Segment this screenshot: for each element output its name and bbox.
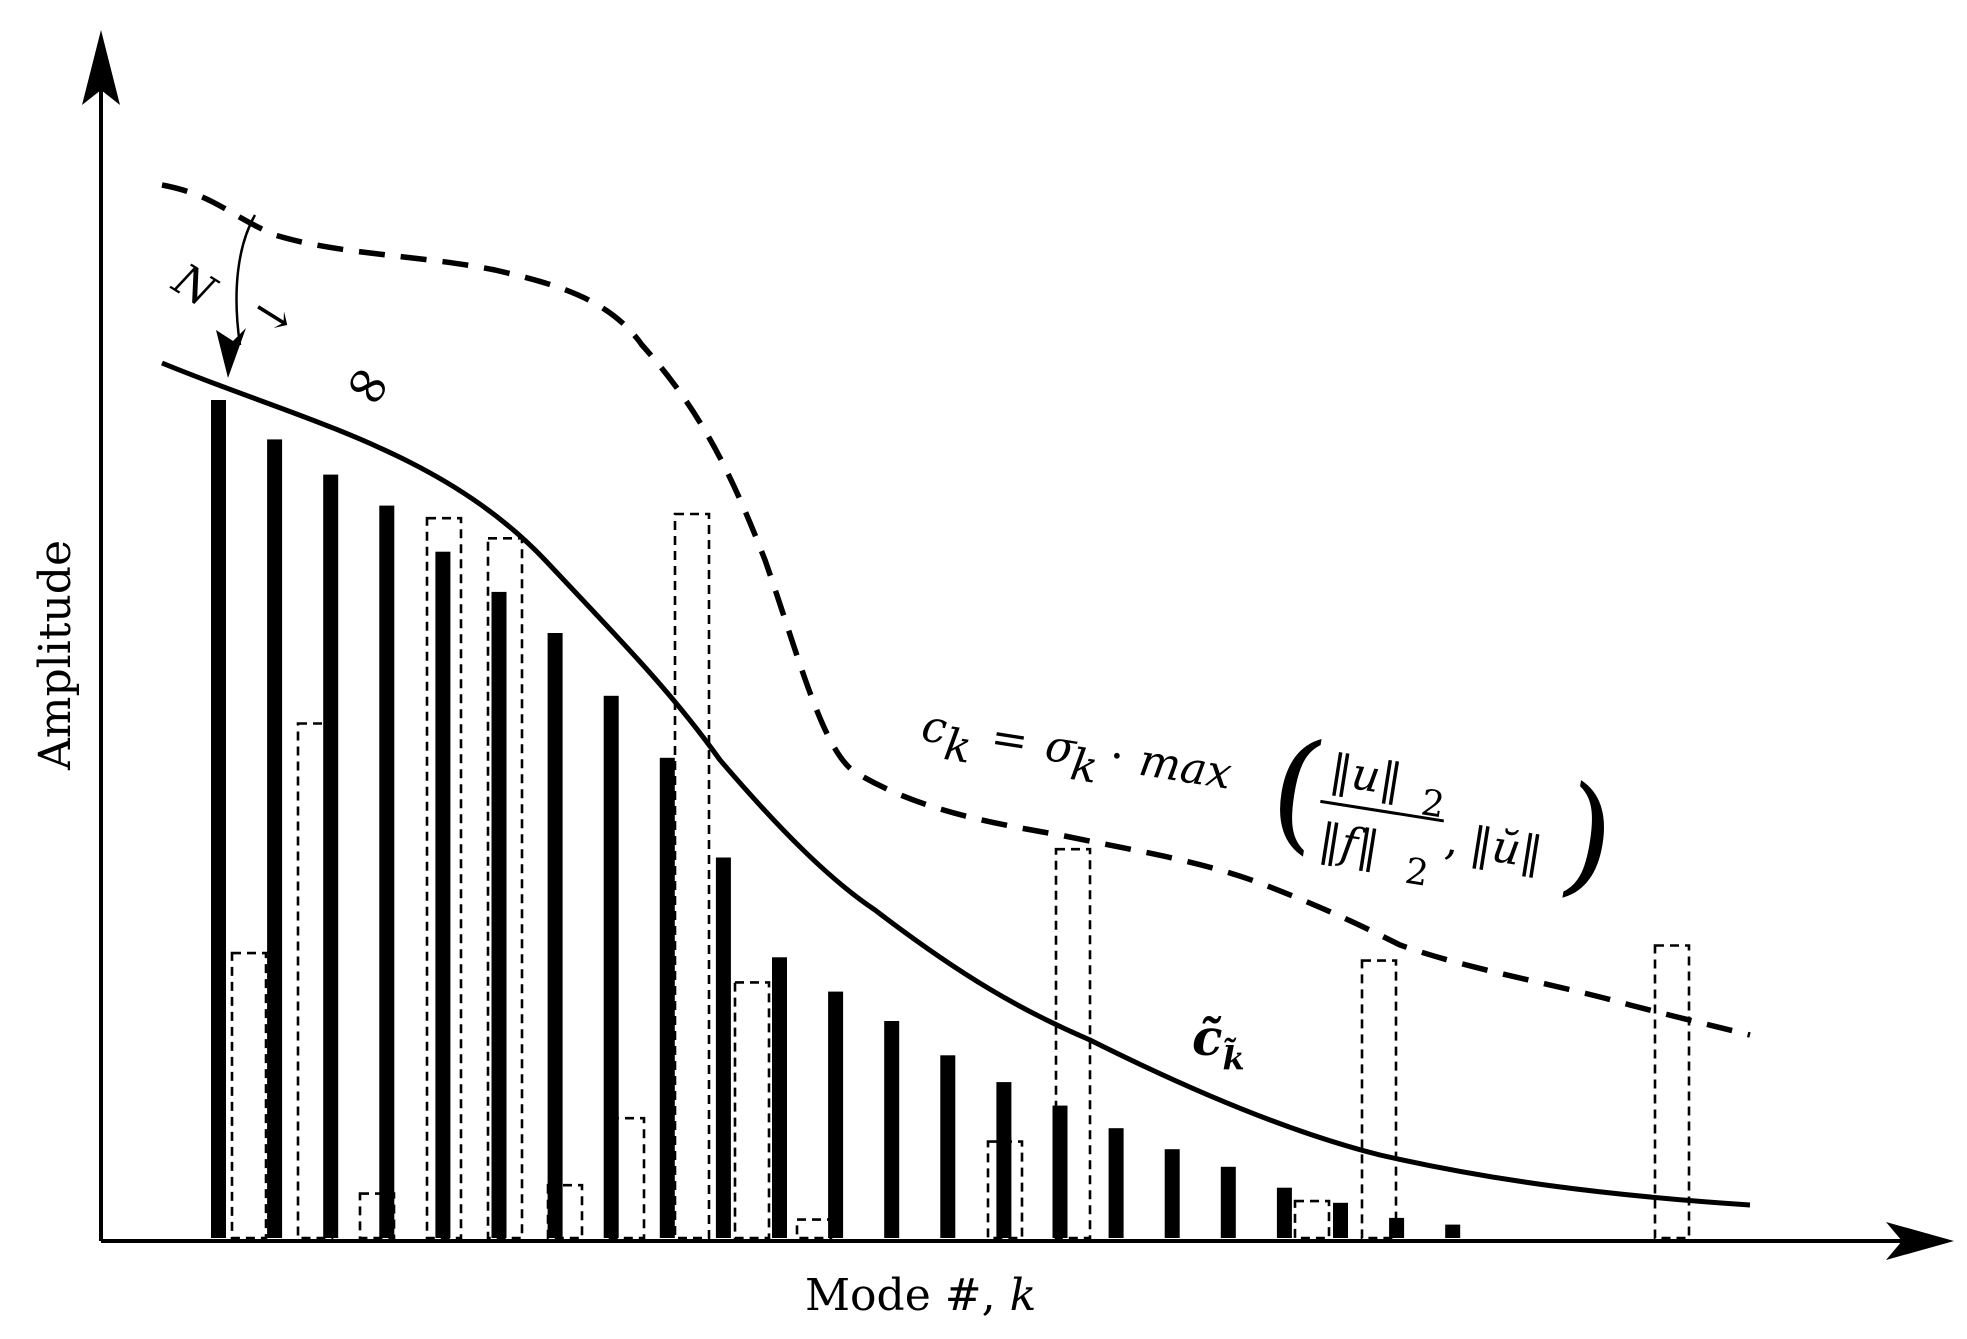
- dashed-bar: [673, 512, 711, 1240]
- dashed-bar: [986, 1140, 1024, 1240]
- solid-bar: [603, 695, 619, 1238]
- dashed-bar: [296, 722, 334, 1240]
- dashed-bar: [486, 536, 524, 1240]
- solid-bar: [491, 591, 507, 1238]
- dashed-bar: [358, 1192, 396, 1240]
- dashed-envelope-curve: [161, 182, 1751, 1038]
- solid-threshold-curve: [161, 360, 1751, 1208]
- formula-equals: =: [987, 711, 1031, 767]
- dashed-curve-formula: c k = σ k · max ( ‖u‖ 2 ‖f‖ 2 , ‖ŭ‖ ): [918, 700, 1626, 915]
- solid-bar: [1164, 1149, 1180, 1238]
- solid-bar: [884, 1021, 900, 1238]
- solid-bar: [547, 633, 563, 1238]
- limit-annotation: N → ∞: [163, 214, 408, 425]
- dashed-bar: [733, 981, 771, 1240]
- formula-denominator: ‖f‖: [1315, 814, 1383, 874]
- solid-bar: [659, 757, 675, 1238]
- limit-arrowhead: [216, 328, 246, 378]
- solid-bar: [211, 400, 226, 1238]
- y-axis-label: Amplitude: [30, 540, 81, 771]
- solid-bar: [1445, 1224, 1461, 1238]
- formula-comma: ,: [1442, 814, 1464, 867]
- solid-bar: [940, 1055, 956, 1238]
- formula-fraction-bar: [1320, 799, 1445, 823]
- dashed-bar: [1054, 847, 1092, 1240]
- solid-bar: [435, 551, 451, 1238]
- limit-n: N: [163, 254, 225, 319]
- solid-bar: [267, 439, 283, 1238]
- formula-numerator: ‖u‖: [1326, 745, 1405, 807]
- formula-denominator-sub: 2: [1402, 851, 1431, 895]
- solid-bar: [1220, 1166, 1236, 1238]
- solid-bar: [1276, 1187, 1292, 1238]
- formula-dot: ·: [1106, 730, 1128, 783]
- solid-bar: [828, 991, 844, 1238]
- solid-bar-series: [211, 400, 1461, 1239]
- dashed-bar: [546, 1183, 584, 1240]
- limit-curved-arrow: [235, 214, 257, 346]
- dashed-bar: [1653, 944, 1691, 1240]
- solid-bar: [1108, 1128, 1124, 1238]
- limit-infinity: ∞: [331, 342, 408, 425]
- formula-rparen: ): [1552, 757, 1626, 915]
- solid-bar: [1052, 1105, 1068, 1238]
- limit-arrow: →: [242, 282, 303, 348]
- dashed-bar: [425, 516, 463, 1240]
- dashed-bar: [1360, 959, 1398, 1240]
- x-axis-arrowhead: [1886, 1222, 1954, 1260]
- formula-ubreve: ‖ŭ‖: [1467, 818, 1546, 880]
- solid-bar: [379, 505, 395, 1239]
- solid-curve-label: c̃k̃: [1192, 1008, 1245, 1077]
- x-axis-label: Mode #, k: [805, 1270, 1036, 1321]
- dashed-bar: [230, 951, 268, 1240]
- solid-bar: [772, 957, 787, 1238]
- solid-bar: [1333, 1202, 1348, 1238]
- solid-bar: [996, 1082, 1012, 1238]
- dashed-bar: [608, 1116, 646, 1240]
- dashed-bar-series: [230, 512, 1691, 1240]
- dashed-bar: [795, 1218, 833, 1240]
- solid-bar: [715, 857, 731, 1238]
- formula-max: max: [1136, 735, 1236, 800]
- dashed-bar: [1293, 1199, 1331, 1240]
- y-axis-arrowhead: [82, 30, 120, 105]
